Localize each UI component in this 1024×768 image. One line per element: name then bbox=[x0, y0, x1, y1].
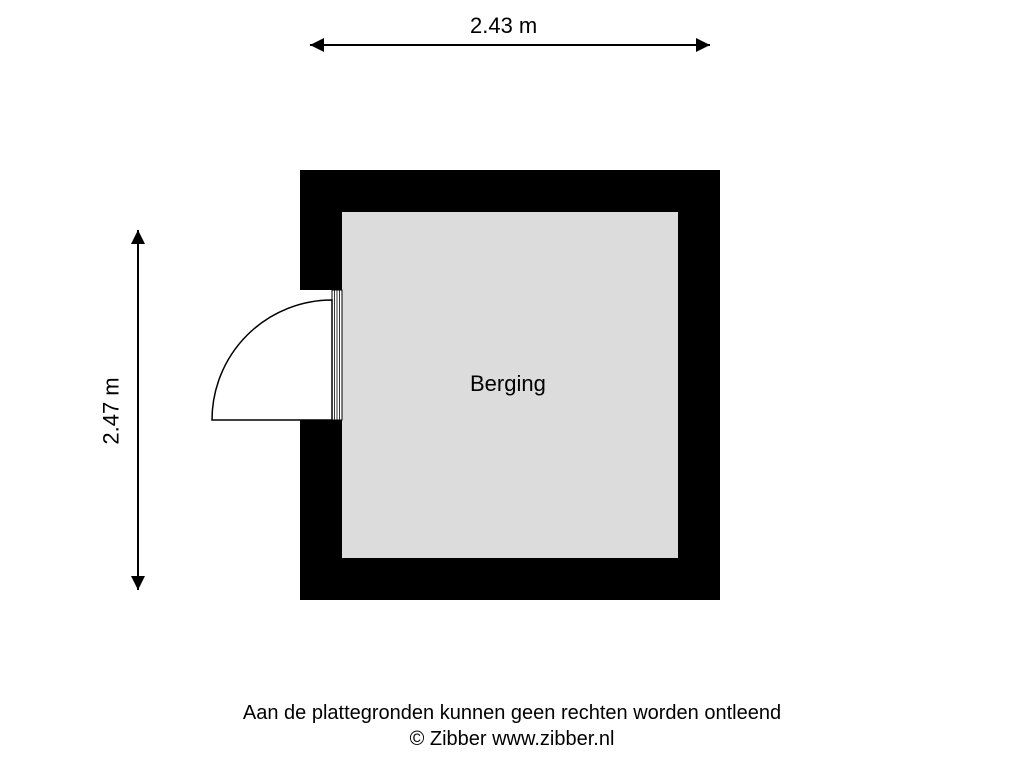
dimension-height-label: 2.47 m bbox=[99, 377, 125, 444]
disclaimer-line-2: © Zibber www.zibber.nl bbox=[0, 726, 1024, 752]
dimension-width-label: 2.43 m bbox=[470, 13, 537, 39]
floorplan-canvas: 2.43 m 2.47 m Berging Aan de plattegrond… bbox=[0, 0, 1024, 768]
footer: Aan de plattegronden kunnen geen rechten… bbox=[0, 700, 1024, 752]
room-label: Berging bbox=[470, 371, 546, 397]
disclaimer-line-1: Aan de plattegronden kunnen geen rechten… bbox=[0, 700, 1024, 726]
